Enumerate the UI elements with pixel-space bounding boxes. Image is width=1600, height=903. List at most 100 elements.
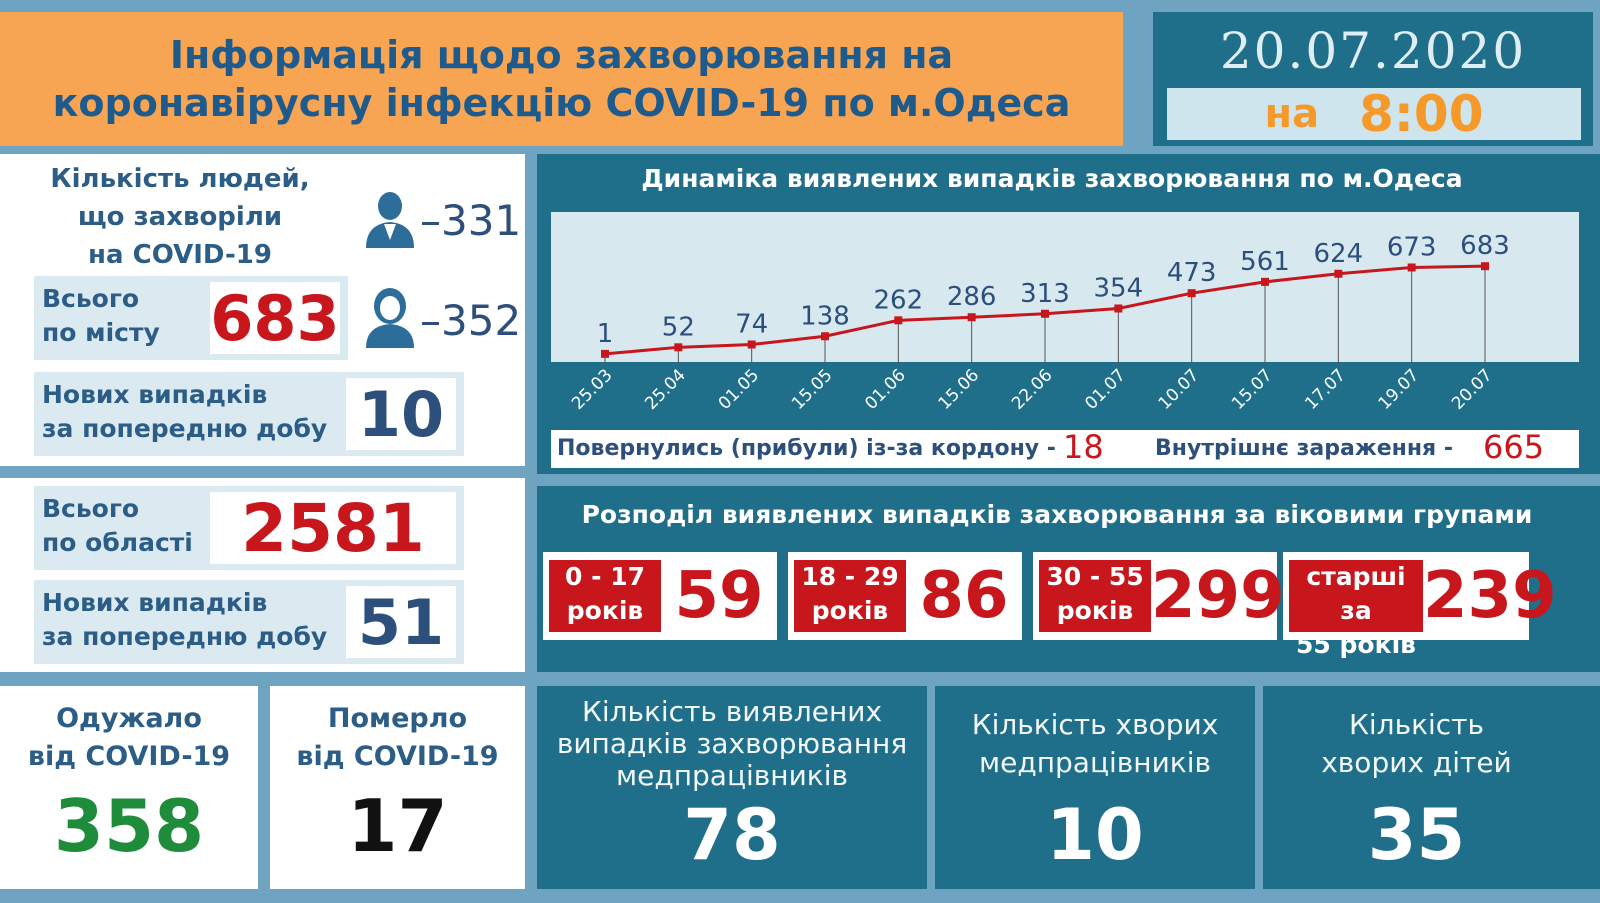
chart-point [1187, 289, 1196, 298]
age-group-label: 0 - 17 років [549, 560, 661, 632]
city-new-box: Нових випадків за попередню добу 10 [34, 372, 464, 456]
children-label-line1: Кількість [1349, 708, 1484, 741]
age-group-label-line2: років [811, 596, 889, 625]
chart-panel: Динаміка виявлених випадків захворювання… [537, 154, 1600, 474]
medical-detected-panel: Кількість виявлених випадків захворюванн… [537, 686, 927, 889]
women-count: –352 [420, 296, 522, 345]
region-total-value-box: 2581 [210, 489, 456, 567]
report-time-box: на 8:00 [1167, 85, 1581, 143]
chart-data-label: 683 [1460, 231, 1510, 261]
children-panel: Кількість хворих дітей 35 [1263, 686, 1600, 889]
region-total-label: Всього по області [42, 492, 193, 560]
men-count: –331 [420, 196, 522, 245]
age-group-label-line1: 0 - 17 [565, 562, 645, 591]
region-new-label: Нових випадків за попередню добу [42, 586, 327, 654]
title-line-1: Інформація щодо захворювання на [169, 33, 954, 77]
header-date-panel: 20.07.2020 на 8:00 [1153, 12, 1593, 146]
age-group-value: 239 [1423, 559, 1557, 633]
city-new-value-box: 10 [346, 377, 456, 451]
sick-label-line3: на COVID-19 [88, 240, 272, 270]
chart-point [1481, 262, 1489, 271]
city-new-value: 10 [357, 377, 445, 451]
age-group-label: 30 - 55 років [1039, 560, 1151, 632]
chart-point [601, 349, 609, 358]
medical-detected-label-line3: медпрацівників [616, 759, 848, 792]
region-total-box: Всього по області 2581 [34, 486, 464, 570]
age-group-label-line1: 18 - 29 [801, 562, 899, 591]
region-panel: Всього по області 2581 Нових випадків за… [0, 478, 525, 672]
chart-tick-label: 25.03 [568, 365, 617, 414]
chart-tick-label: 17.07 [1301, 365, 1350, 414]
region-new-box: Нових випадків за попередню добу 51 [34, 580, 464, 664]
report-time: 8:00 [1359, 85, 1484, 143]
medical-sick-label-line1: Кількість хворих [971, 708, 1219, 741]
city-new-label-line2: за попередню добу [42, 414, 328, 443]
chart-point [747, 340, 756, 349]
age-group-label-line1: 30 - 55 [1046, 562, 1144, 591]
woman-icon [366, 288, 414, 348]
age-groups-panel: Розподіл виявлених випадків захворювання… [537, 486, 1600, 672]
chart-point [1114, 304, 1123, 313]
sources-bar: Повернулись (прибули) із-за кордону - 18… [551, 428, 1579, 468]
children-label-line2: хворих дітей [1321, 746, 1512, 779]
age-group-box: 30 - 55 років 299 [1033, 552, 1285, 640]
city-total-value: 683 [210, 281, 340, 355]
died-label-line2: від COVID-19 [296, 741, 499, 772]
medical-detected-value: 78 [683, 794, 781, 876]
died-value: 17 [347, 784, 448, 868]
chart-data-label: 138 [800, 301, 850, 331]
header-title-panel: Інформація щодо захворювання на коронаві… [0, 12, 1123, 146]
age-group-value: 59 [674, 559, 764, 633]
age-groups-title: Розподіл виявлених випадків захворювання… [581, 500, 1533, 529]
chart-svg: 1 25.03 52 25.04 74 01.05 138 15.05 262 01.06 286 1… [568, 231, 1510, 414]
city-total-label: Всього по місту [42, 282, 160, 350]
chart-data-label: 473 [1167, 258, 1217, 288]
died-label-line1: Померло [327, 703, 468, 734]
man-icon [366, 192, 414, 248]
age-group-label-line2: років [1056, 596, 1134, 625]
chart-data-label: 262 [874, 285, 924, 315]
region-new-label-line2: за попередню добу [42, 622, 328, 651]
medical-detected-label-line1: Кількість виявлених [581, 695, 883, 728]
chart-point [1041, 309, 1049, 318]
age-group-box: 0 - 17 років 59 [543, 552, 777, 640]
chart-data-label: 286 [947, 282, 997, 312]
chart-data-label: 354 [1094, 273, 1144, 303]
chart-point [821, 332, 829, 341]
recovered-value: 358 [53, 784, 205, 868]
chart-data-label: 624 [1314, 239, 1364, 269]
city-total-label-line1: Всього [42, 284, 140, 313]
city-new-label-line1: Нових випадків [42, 380, 268, 409]
age-group-label-line2: років [566, 596, 644, 625]
chart-tick-label: 01.05 [715, 365, 764, 414]
city-new-label: Нових випадків за попередню добу [42, 378, 327, 446]
city-total-label-line2: по місту [42, 318, 160, 347]
medical-sick-label: Кількість хворих медпрацівників [935, 706, 1255, 782]
medical-detected-label: Кількість виявлених випадків захворюванн… [537, 696, 927, 792]
internal-value: 665 [1483, 428, 1545, 466]
age-group-label: 18 - 29 років [794, 560, 906, 632]
age-group-label-line1: старші за [1306, 562, 1406, 625]
internal-label: Внутрішнє зараження - [1155, 436, 1453, 461]
age-group-value: 86 [919, 559, 1009, 633]
chart-tick-label: 22.06 [1008, 365, 1057, 414]
region-new-value-box: 51 [346, 586, 456, 659]
medical-sick-value: 10 [1046, 794, 1144, 876]
children-label: Кількість хворих дітей [1263, 706, 1600, 782]
recovered-label: Одужало від COVID-19 [0, 700, 258, 776]
chart-tick-label: 20.07 [1448, 365, 1497, 414]
region-total-value: 2581 [241, 489, 425, 567]
report-date: 20.07.2020 [1219, 22, 1527, 80]
medical-sick-panel: Кількість хворих медпрацівників 10 [935, 686, 1255, 889]
died-panel: Померло від COVID-19 17 [270, 686, 525, 889]
sick-label-line1: Кількість людей, [50, 164, 310, 194]
chart-tick-label: 15.06 [935, 365, 984, 414]
chart-data-label: 74 [735, 309, 768, 339]
age-group-label: старші за 55 років [1289, 560, 1423, 659]
region-new-label-line1: Нових випадків [42, 588, 268, 617]
time-prefix: на [1264, 91, 1320, 137]
chart-title: Динаміка виявлених випадків захворювання… [641, 164, 1463, 193]
city-total-value-box: 683 [210, 281, 340, 355]
recovered-label-line2: від COVID-19 [27, 741, 231, 772]
chart-data-label: 561 [1240, 247, 1290, 277]
